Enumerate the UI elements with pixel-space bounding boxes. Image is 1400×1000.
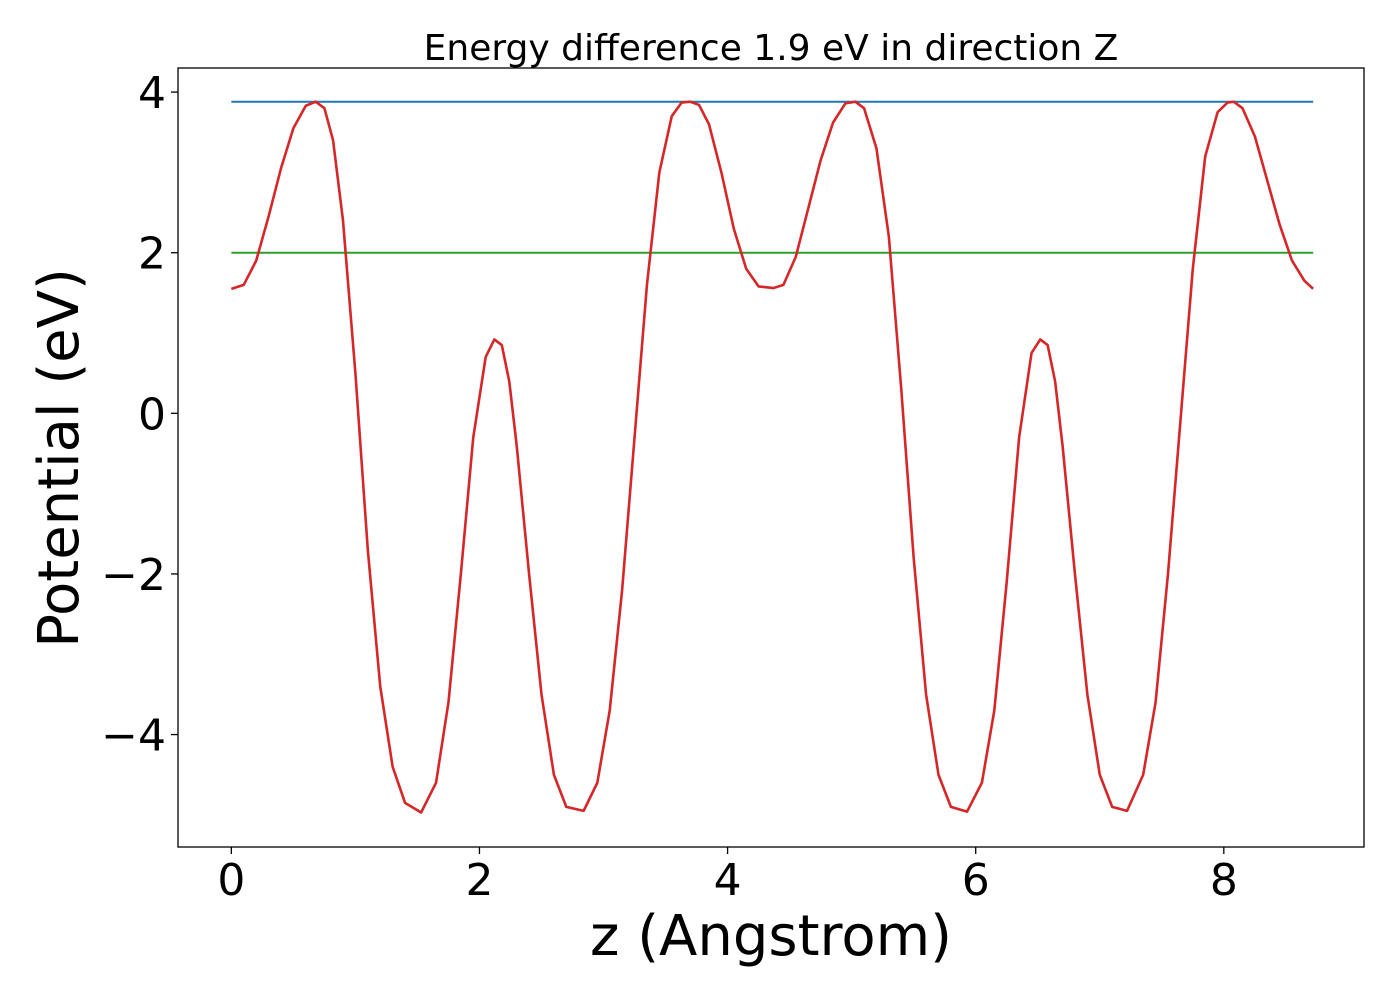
y-axis-label: Potential (eV)	[27, 268, 92, 648]
plot-area-frame	[177, 67, 1365, 848]
y-tick-label-0: −4	[101, 711, 166, 762]
series-line-3	[230, 100, 1315, 814]
x-axis-label: z (Angstrom)	[590, 904, 952, 969]
x-tick-label-3: 6	[962, 855, 990, 906]
x-tick-label-4: 8	[1210, 855, 1238, 906]
x-tick-label-2: 4	[714, 855, 742, 906]
x-tick-label-1: 2	[465, 855, 493, 906]
y-tick-label-3: 2	[138, 229, 166, 280]
x-axis-ticks: 0 2 4 6 8	[217, 847, 1238, 906]
x-tick-label-0: 0	[217, 855, 245, 906]
y-tick-label-2: 0	[138, 389, 166, 440]
series-layer	[230, 100, 1315, 814]
chart-title: Energy difference 1.9 eV in direction Z	[424, 28, 1119, 69]
y-axis-ticks: −4 −2 0 2 4	[101, 68, 178, 762]
y-tick-label-1: −2	[101, 550, 166, 601]
y-tick-label-4: 4	[138, 68, 166, 119]
